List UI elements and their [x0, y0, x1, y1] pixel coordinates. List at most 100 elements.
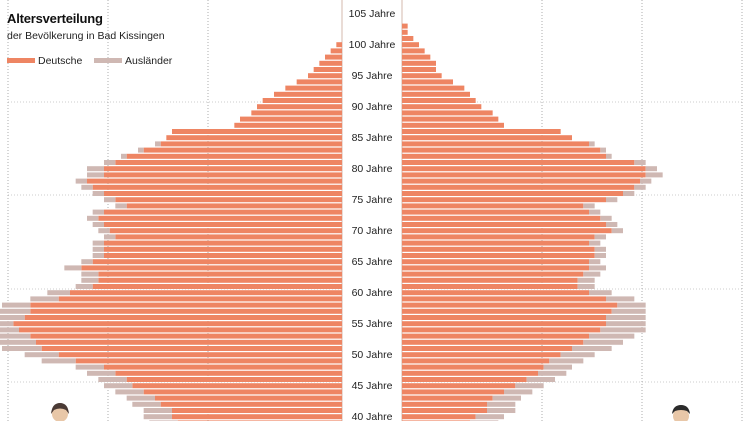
bar-right-deutsche — [402, 339, 584, 345]
bar-left-deutsche — [92, 184, 343, 190]
bar-right-deutsche — [402, 296, 606, 302]
bar-right-deutsche — [402, 383, 516, 389]
bar-right-deutsche — [402, 129, 561, 134]
bar-right-deutsche — [402, 104, 482, 110]
bar-right-auslaender — [583, 203, 595, 209]
bar-right-auslaender — [594, 253, 606, 258]
bar-right-deutsche — [402, 228, 612, 234]
bar-right-auslaender — [583, 271, 601, 277]
bar-left-auslaender — [41, 358, 76, 364]
bar-left-deutsche — [104, 209, 342, 215]
bar-left-auslaender — [121, 153, 127, 159]
age-tick-label: 50 Jahre — [352, 349, 393, 361]
bar-right-deutsche — [402, 184, 635, 190]
bar-right-auslaender — [492, 395, 521, 401]
bar-right-auslaender — [487, 401, 516, 407]
bar-left-auslaender — [143, 408, 172, 413]
bar-right-deutsche — [402, 91, 470, 97]
bar-left-auslaender — [0, 333, 31, 339]
bar-left-auslaender — [92, 240, 104, 246]
bar-left-deutsche — [109, 228, 343, 234]
bar-left-deutsche — [104, 166, 342, 172]
bar-left-auslaender — [81, 259, 93, 265]
bar-right-auslaender — [634, 160, 646, 165]
bar-right-auslaender — [549, 358, 584, 364]
bar-left-auslaender — [1, 346, 42, 351]
bar-left-deutsche — [81, 265, 342, 271]
bar-left-deutsche — [98, 215, 342, 221]
bar-left-auslaender — [30, 296, 59, 302]
bar-right-auslaender — [645, 172, 663, 178]
bar-left-deutsche — [143, 389, 342, 395]
bar-right-auslaender — [617, 302, 646, 308]
bar-right-deutsche — [402, 253, 595, 258]
bar-left-deutsche — [126, 203, 343, 209]
bar-right-auslaender — [645, 166, 657, 172]
age-tick-label: 105 Jahre — [349, 8, 396, 20]
bar-left-deutsche — [115, 234, 342, 240]
bar-left-deutsche — [104, 191, 342, 196]
bar-left-deutsche — [36, 339, 342, 345]
bar-left-deutsche — [319, 60, 342, 66]
bar-left-auslaender — [92, 253, 104, 258]
bar-right-deutsche — [402, 172, 646, 178]
bar-left-deutsche — [126, 153, 343, 159]
bar-left-deutsche — [30, 333, 342, 339]
bar-left-auslaender — [47, 290, 70, 296]
bar-left-auslaender — [81, 184, 93, 190]
bar-left-deutsche — [115, 197, 342, 203]
bar-left-deutsche — [143, 147, 342, 153]
bar-right-auslaender — [600, 147, 606, 153]
bar-right-deutsche — [402, 222, 606, 227]
legend-label-auslaender: Ausländer — [125, 55, 173, 67]
legend-item-auslaender: Ausländer — [94, 55, 172, 67]
bar-right-deutsche — [402, 352, 561, 358]
bar-left-deutsche — [92, 259, 343, 265]
bar-left-deutsche — [126, 377, 343, 382]
bar-left-deutsche — [330, 48, 342, 54]
bar-left-deutsche — [104, 222, 342, 227]
bar-right-auslaender — [606, 153, 612, 159]
bar-right-deutsche — [402, 389, 504, 395]
bar-right-deutsche — [402, 370, 538, 376]
bar-right-auslaender — [515, 383, 544, 389]
bar-left-auslaender — [0, 315, 25, 320]
bar-left-auslaender — [115, 203, 127, 209]
bar-left-deutsche — [98, 271, 342, 277]
bar-right-deutsche — [402, 79, 453, 85]
bar-right-deutsche — [402, 54, 431, 60]
bar-right-deutsche — [402, 166, 646, 172]
bar-right-auslaender — [538, 370, 567, 376]
bar-right-auslaender — [487, 408, 516, 413]
bar-left-deutsche — [262, 98, 342, 103]
bar-left-auslaender — [92, 246, 104, 252]
bar-left-deutsche — [308, 73, 342, 79]
age-tick-label: 85 Jahre — [352, 132, 393, 144]
bar-left-auslaender — [104, 383, 133, 389]
bar-left-deutsche — [257, 104, 342, 110]
bar-right-deutsche — [402, 240, 589, 246]
bar-left-deutsche — [104, 246, 342, 252]
bar-left-auslaender — [92, 209, 104, 215]
bar-right-deutsche — [402, 408, 487, 413]
bar-left-deutsche — [155, 395, 342, 401]
legend-item-deutsche: Deutsche — [7, 55, 82, 67]
bar-left-deutsche — [13, 321, 342, 327]
bar-right-deutsche — [402, 290, 589, 296]
bar-right-auslaender — [589, 265, 606, 271]
bar-left-deutsche — [104, 253, 342, 258]
bar-left-auslaender — [0, 339, 37, 345]
bar-right-deutsche — [402, 395, 493, 401]
age-tick-label: 100 Jahre — [349, 39, 396, 51]
bar-left-auslaender — [143, 414, 172, 420]
legend-swatch-auslaender — [94, 57, 122, 63]
bar-right-auslaender — [504, 389, 533, 395]
bar-left-deutsche — [87, 178, 342, 184]
bar-right-deutsche — [402, 246, 595, 252]
bar-right-auslaender — [640, 178, 652, 184]
age-tick-label: 90 Jahre — [352, 101, 393, 113]
bar-right-deutsche — [402, 315, 606, 320]
bar-right-deutsche — [402, 333, 589, 339]
bar-left-deutsche — [115, 370, 342, 376]
bar-left-deutsche — [104, 240, 342, 246]
